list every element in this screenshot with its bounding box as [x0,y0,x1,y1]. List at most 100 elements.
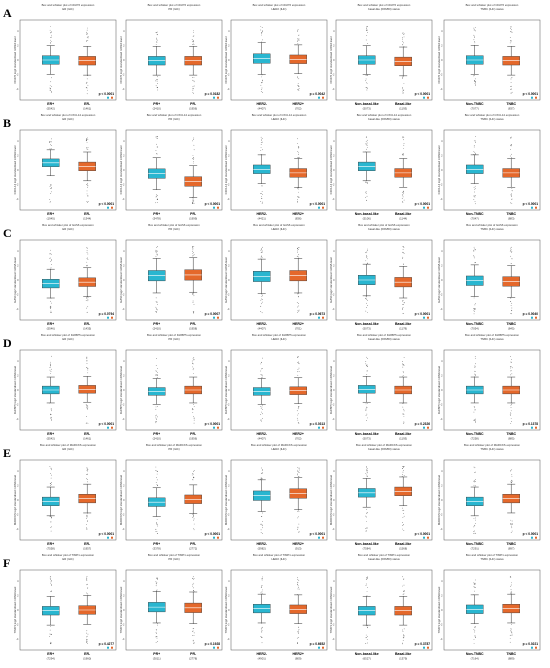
row-letter-e: E [3,446,11,460]
outlier-point [260,478,262,480]
outlier-point [192,293,194,295]
y-tick-label: 2 [123,374,125,378]
outlier-point [402,525,403,526]
outlier-point [156,523,158,525]
outlier-point [474,370,475,372]
outlier-point [296,41,298,42]
outlier-point [157,87,158,88]
y-tick-label: 4 [17,139,19,143]
y-tick-label: 4 [333,29,335,33]
y-tick-label: -2 [440,512,443,516]
outlier-point [298,40,300,42]
outlier-point [86,478,87,480]
outlier-point [510,481,512,483]
outlier-point [192,514,194,515]
panel-title: Box and whisker plot of MARCKS expressio… [251,443,307,447]
outlier-point [156,83,158,84]
outlier-point [298,156,300,158]
outlier-point [50,414,52,415]
outlier-point [473,195,475,197]
outlier-point [193,30,194,32]
legend-swatch-group-b [217,536,219,539]
y-tick-label: 4 [17,359,19,363]
outlier-point [192,628,194,630]
outlier-point [403,524,404,526]
outlier-point [191,360,193,362]
outlier-point [510,31,512,33]
outlier-point [366,83,368,85]
outlier-point [50,582,52,584]
y-tick-label: 0 [333,58,335,62]
outlier-point [86,87,88,88]
category-label: ER+ [47,652,54,656]
outlier-point [365,579,367,580]
outlier-point [511,524,513,525]
outlier-point [156,254,158,256]
outlier-point [510,26,511,28]
outlier-point [402,304,404,305]
outlier-point [192,630,194,632]
outlier-point [474,467,476,469]
outlier-point [366,183,368,184]
outlier-point [403,364,405,366]
outlier-point [402,364,404,366]
outlier-point [402,631,404,632]
category-label: ER+ [47,102,54,106]
outlier-point [298,257,300,259]
legend-swatch-group-b [111,96,113,99]
y-tick-label: -2 [332,622,335,626]
y-tick-label: 2 [123,594,125,598]
outlier-point [366,29,368,31]
sample-count: (4901) [258,657,266,661]
outlier-point [511,623,512,625]
legend-swatch-group-a [213,646,215,649]
panel-b-5: Box and whisker plot of CXCL14 expressio… [437,113,541,221]
outlier-point [50,521,52,523]
category-label: ER- [84,322,91,326]
panel-title: Box and whisker plot of GAS6 expression [466,223,518,227]
outlier-point [260,257,262,259]
y-tick-label: 2 [441,484,443,488]
outlier-point [87,185,89,187]
outlier-point [474,365,476,367]
outlier-point [297,584,298,586]
outlier-point [365,193,367,194]
y-tick-label: 2 [228,264,230,268]
y-axis-label: MARCKS log2 standardised mRNA level [119,475,123,526]
outlier-point [50,193,52,194]
outlier-point [260,84,262,86]
y-tick-label: -4 [122,307,125,311]
y-tick-label: -4 [16,527,19,531]
y-axis-label: GAS6 log2 standardised mRNA level [224,257,228,303]
outlier-point [49,633,51,635]
outlier-point [473,643,475,644]
outlier-point [511,592,513,593]
outlier-point [261,591,263,593]
outlier-point [193,582,195,584]
outlier-point [51,469,52,471]
sample-count: (7258) [471,437,479,441]
y-tick-label: 2 [441,154,443,158]
panel-d-5: Box and whisker plot of IGFBP5 expressio… [437,333,541,441]
outlier-point [49,199,51,200]
outlier-point [156,247,158,248]
sample-count: (885) [508,437,515,441]
outlier-point [193,470,195,471]
outlier-point [50,148,52,150]
outlier-point [298,249,299,250]
outlier-point [510,301,512,303]
outlier-point [473,582,475,584]
outlier-point [474,140,476,142]
outlier-point [261,34,262,36]
outlier-point [511,136,512,138]
panel-title: Box and whisker plot of MARCKS expressio… [40,443,96,447]
outlier-point [50,260,52,261]
panel-title: Box and whisker plot of CXCL14 expressio… [41,113,96,117]
outlier-point [50,643,52,644]
outlier-point [365,363,367,365]
outlier-point [298,579,300,581]
outlier-point [50,32,52,33]
outlier-point [155,406,157,408]
outlier-point [473,145,475,146]
plot-frame [335,239,433,321]
